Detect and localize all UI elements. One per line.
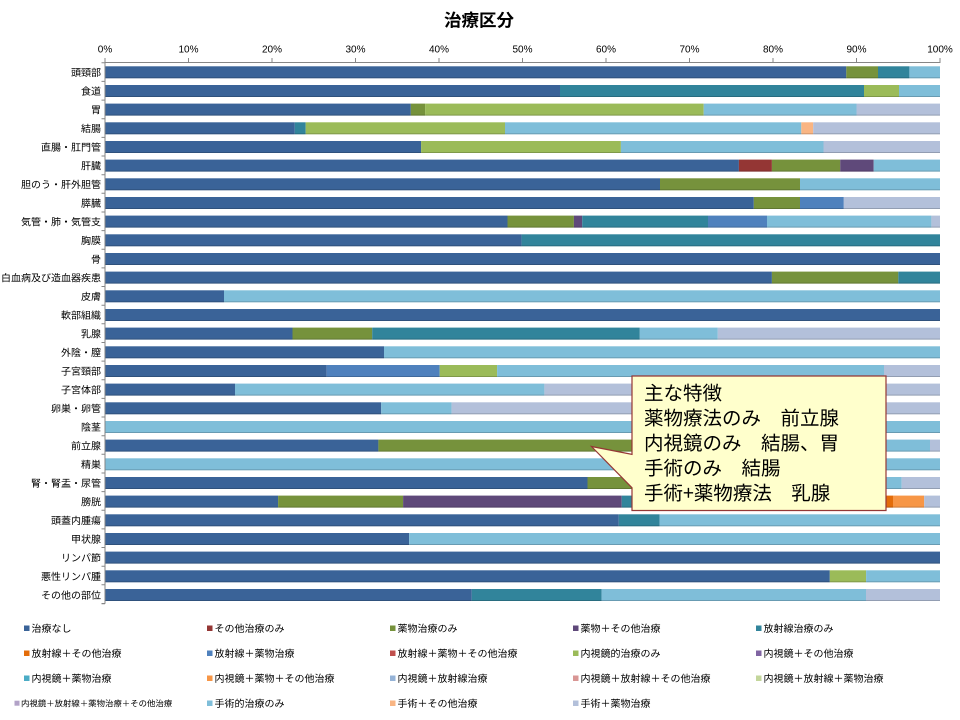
svg-text:100%: 100% bbox=[927, 45, 953, 56]
svg-text:70%: 70% bbox=[679, 45, 699, 56]
svg-text:20%: 20% bbox=[262, 45, 282, 56]
svg-text:0%: 0% bbox=[98, 45, 113, 56]
svg-text:30%: 30% bbox=[345, 45, 365, 56]
svg-text:10%: 10% bbox=[178, 45, 198, 56]
svg-text:90%: 90% bbox=[846, 45, 866, 56]
svg-text:40%: 40% bbox=[429, 45, 449, 56]
svg-text:50%: 50% bbox=[512, 45, 532, 56]
svg-text:60%: 60% bbox=[596, 45, 616, 56]
svg-text:80%: 80% bbox=[763, 45, 783, 56]
